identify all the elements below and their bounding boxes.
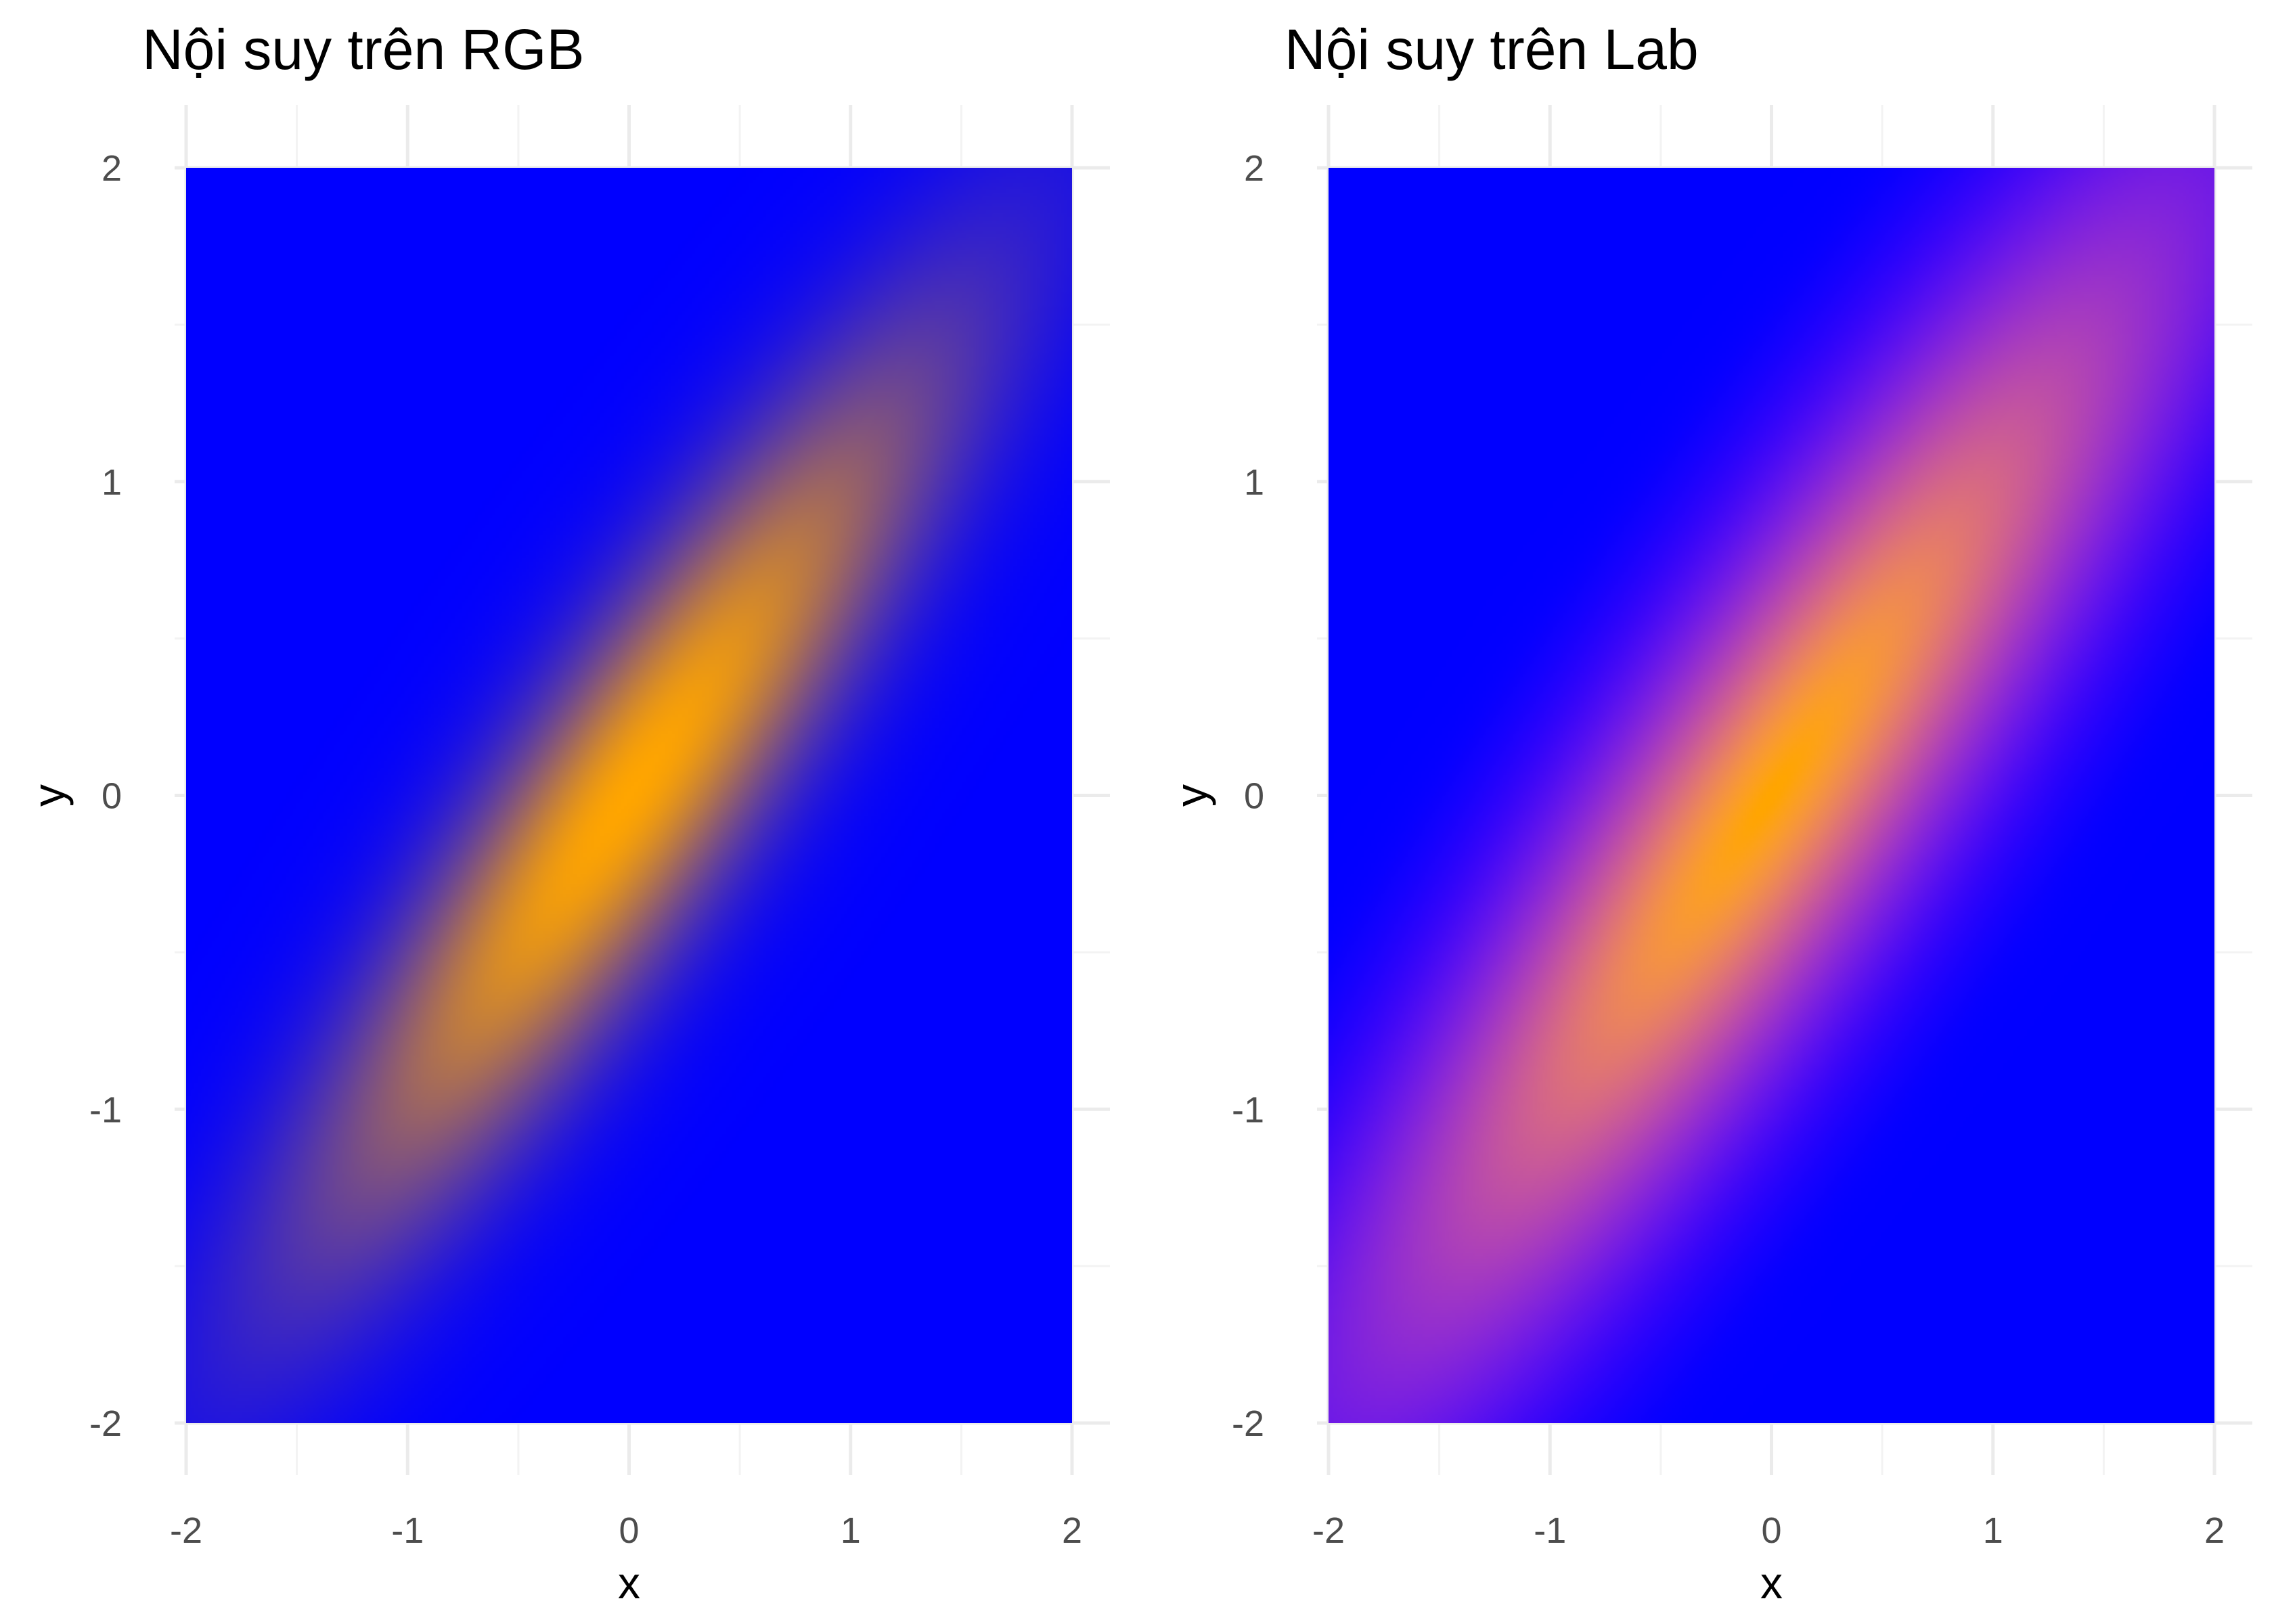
y-tick-label: 2 xyxy=(1244,148,1264,189)
y-tick-label: -1 xyxy=(89,1089,122,1130)
y-tick-label: -1 xyxy=(1232,1089,1264,1130)
x-tick-label: -2 xyxy=(1312,1510,1345,1551)
x-tick-label: 2 xyxy=(1062,1510,1082,1551)
y-tick-label: 2 xyxy=(102,148,122,189)
x-tick-label: -1 xyxy=(391,1510,424,1551)
x-tick-label: 1 xyxy=(1983,1510,2003,1551)
x-tick-label: -2 xyxy=(170,1510,202,1551)
density-heatmap xyxy=(1329,168,2214,1423)
x-tick-label: 2 xyxy=(2204,1510,2225,1551)
chart-title: Nội suy trên RGB xyxy=(142,18,585,81)
x-tick-label: 1 xyxy=(841,1510,861,1551)
x-tick-label: 0 xyxy=(1761,1510,1781,1551)
chart-panel-2: Nội suy trên Lab -2 -1 0 1 2 -2 -1 0 1 2 x y xyxy=(1166,18,2252,1608)
chart-panel-1: Nội suy trên RGB -2 -1 0 1 2 -2 -1 0 1 2 x y xyxy=(24,18,1110,1608)
y-tick-label: 0 xyxy=(1244,776,1264,817)
x-axis-title: x xyxy=(618,1558,640,1608)
y-tick-label: -2 xyxy=(1232,1403,1264,1444)
y-axis-title: y xyxy=(1166,784,1216,807)
y-axis-title: y xyxy=(24,784,74,807)
x-axis-title: x xyxy=(1760,1558,1783,1608)
density-heatmap xyxy=(186,168,1072,1423)
y-tick-label: 0 xyxy=(102,776,122,817)
x-tick-label: -1 xyxy=(1534,1510,1566,1551)
y-tick-label: -2 xyxy=(89,1403,122,1444)
chart-title: Nội suy trên Lab xyxy=(1285,18,1699,81)
y-tick-label: 1 xyxy=(102,462,122,503)
x-tick-label: 0 xyxy=(619,1510,639,1551)
y-tick-label: 1 xyxy=(1244,462,1264,503)
